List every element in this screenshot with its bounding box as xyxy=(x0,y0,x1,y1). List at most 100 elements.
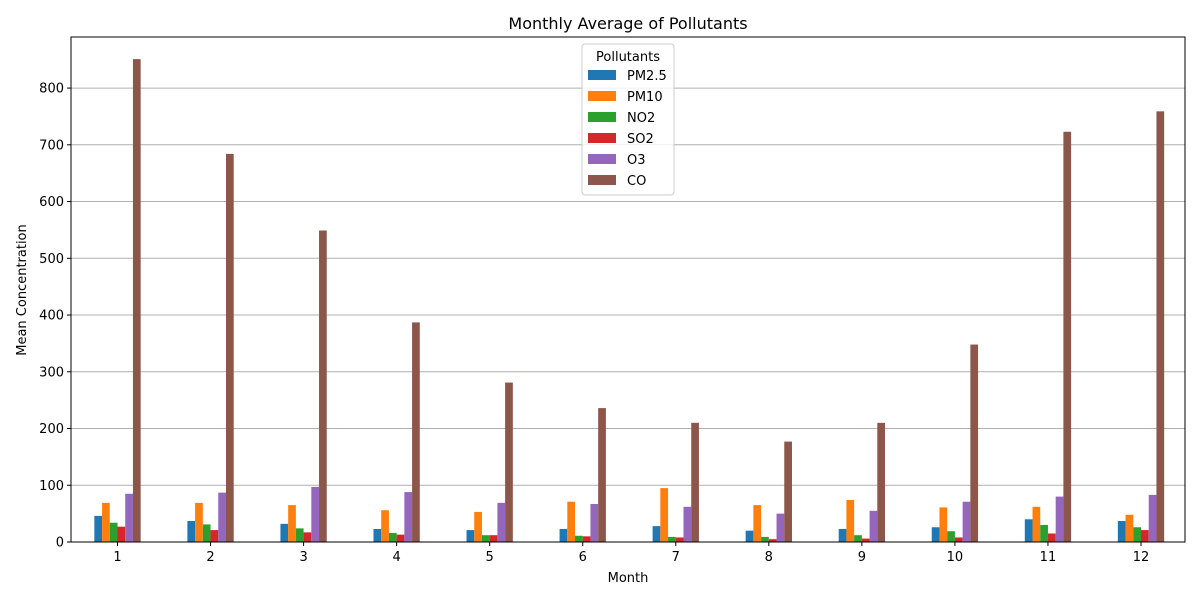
bar-no2-month-12 xyxy=(1133,527,1141,542)
bar-o3-month-1 xyxy=(125,493,133,542)
x-axis-label: Month xyxy=(608,571,649,586)
bar-so2-month-2 xyxy=(210,530,219,542)
bar-pm10-month-2 xyxy=(195,502,203,542)
legend-label: O3 xyxy=(627,153,646,168)
bar-o3-month-12 xyxy=(1148,494,1157,542)
legend-label: SO2 xyxy=(627,132,654,147)
bar-so2-month-6 xyxy=(582,536,591,542)
bar-co-month-2 xyxy=(225,153,234,542)
y-tick-label: 300 xyxy=(39,365,64,380)
x-tick-label: 8 xyxy=(765,550,773,565)
legend-label: PM2.5 xyxy=(627,69,667,84)
y-axis-label: Mean Concentration xyxy=(15,224,30,356)
bar-no2-month-8 xyxy=(761,536,769,542)
bar-o3-month-3 xyxy=(311,486,320,542)
bar-so2-month-3 xyxy=(303,532,312,542)
bar-pm10-month-7 xyxy=(660,488,669,542)
bar-co-month-10 xyxy=(970,344,979,542)
y-tick-label: 100 xyxy=(39,479,64,494)
bar-pm10-month-9 xyxy=(846,500,855,542)
y-tick-label: 700 xyxy=(39,138,64,153)
bar-pm25-month-7 xyxy=(652,526,661,542)
bar-so2-month-10 xyxy=(954,537,963,542)
bar-so2-month-12 xyxy=(1141,530,1149,542)
bar-co-month-11 xyxy=(1063,131,1072,542)
bar-co-month-12 xyxy=(1156,111,1165,543)
bar-so2-month-5 xyxy=(489,535,498,542)
bar-pm25-month-9 xyxy=(838,528,847,542)
bar-o3-month-9 xyxy=(869,510,878,542)
legend: Pollutants PM2.5 PM10 NO2 SO2 O3 CO xyxy=(581,43,675,196)
bar-o3-month-4 xyxy=(404,492,413,542)
plot-frame xyxy=(70,36,1186,543)
chart-title: Monthly Average of Pollutants xyxy=(508,14,747,33)
x-tick-label: 10 xyxy=(947,550,964,565)
bar-co-month-3 xyxy=(319,230,327,542)
bar-no2-month-4 xyxy=(388,532,397,542)
bar-pm25-month-5 xyxy=(466,530,475,542)
bar-no2-month-2 xyxy=(202,524,211,542)
bar-co-month-4 xyxy=(412,322,420,542)
bar-so2-month-1 xyxy=(117,526,126,542)
bar-o3-month-7 xyxy=(683,506,692,542)
bar-so2-month-4 xyxy=(396,534,405,542)
bar-co-month-8 xyxy=(784,441,792,542)
bar-so2-month-9 xyxy=(861,538,870,542)
x-tick-label: 11 xyxy=(1040,550,1057,565)
legend-swatch xyxy=(588,154,616,164)
legend-swatch xyxy=(588,70,616,80)
bar-so2-month-8 xyxy=(768,539,777,542)
legend-swatch xyxy=(588,91,616,101)
bar-pm10-month-11 xyxy=(1032,506,1041,542)
bar-pm25-month-6 xyxy=(559,528,568,542)
y-axis-ticks: 0 100 200 300 400 500 600 700 800 xyxy=(39,82,71,551)
bar-no2-month-11 xyxy=(1040,524,1048,542)
y-tick-label: 200 xyxy=(39,422,64,437)
legend-swatch xyxy=(588,112,616,122)
bar-co-month-6 xyxy=(598,408,606,542)
bar-pm25-month-12 xyxy=(1117,521,1126,542)
legend-label: NO2 xyxy=(627,111,655,126)
y-tick-label: 800 xyxy=(39,82,64,97)
bar-pm25-month-10 xyxy=(931,527,940,542)
legend-swatch xyxy=(588,175,616,185)
bar-pm25-month-11 xyxy=(1024,519,1033,542)
bar-o3-month-8 xyxy=(776,513,785,542)
bar-o3-month-6 xyxy=(590,503,599,542)
bar-no2-month-1 xyxy=(109,522,118,542)
legend-label: PM10 xyxy=(627,90,663,105)
bar-pm25-month-4 xyxy=(373,528,382,542)
bar-pm25-month-8 xyxy=(745,530,754,542)
bars-group xyxy=(94,59,1165,543)
bar-no2-month-5 xyxy=(481,535,490,542)
x-tick-label: 6 xyxy=(579,550,587,565)
bar-pm25-month-3 xyxy=(280,523,289,542)
bar-so2-month-11 xyxy=(1047,533,1056,542)
bar-pm10-month-8 xyxy=(753,505,762,542)
bar-no2-month-7 xyxy=(668,536,676,542)
bar-o3-month-2 xyxy=(218,492,226,542)
x-tick-label: 5 xyxy=(486,550,494,565)
legend-label: CO xyxy=(627,174,646,189)
legend-items: PM2.5 PM10 NO2 SO2 O3 CO xyxy=(588,69,667,189)
bar-pm10-month-1 xyxy=(102,502,110,542)
bar-no2-month-10 xyxy=(947,531,955,542)
x-tick-label: 3 xyxy=(299,550,307,565)
y-tick-label: 400 xyxy=(39,309,64,324)
y-tick-label: 600 xyxy=(39,195,64,210)
bar-pm10-month-10 xyxy=(939,507,948,542)
bar-pm10-month-12 xyxy=(1125,514,1134,542)
bar-pm10-month-3 xyxy=(288,505,296,542)
bar-co-month-9 xyxy=(877,422,886,542)
bar-co-month-5 xyxy=(505,382,513,542)
bar-pm10-month-6 xyxy=(567,501,576,542)
bar-pm10-month-5 xyxy=(474,511,482,542)
x-tick-label: 9 xyxy=(858,550,866,565)
legend-title: Pollutants xyxy=(596,50,660,65)
x-axis-ticks: 1 2 3 4 5 6 7 8 9 10 11 12 xyxy=(113,542,1149,565)
bar-pm25-month-2 xyxy=(187,521,196,542)
bar-no2-month-9 xyxy=(854,535,862,542)
bar-co-month-1 xyxy=(132,59,141,543)
legend-swatch xyxy=(588,133,616,143)
